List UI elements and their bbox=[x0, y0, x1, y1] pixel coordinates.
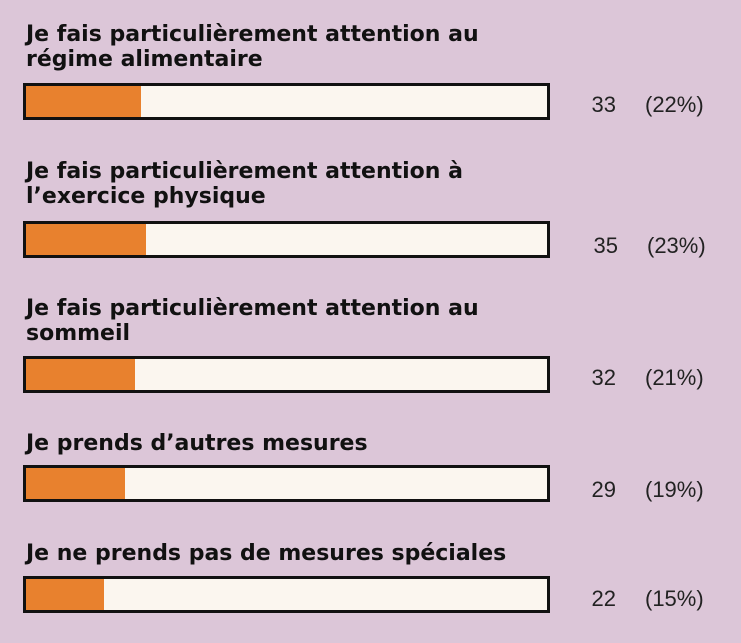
category-label: Je prends d’autres mesures bbox=[26, 431, 368, 456]
bar-fill bbox=[26, 468, 125, 499]
value-count: 22 bbox=[591, 586, 616, 611]
category-label: Je fais particulièrement attention au so… bbox=[26, 296, 479, 346]
category-label: Je ne prends pas de mesures spéciales bbox=[26, 541, 507, 566]
bar-track bbox=[23, 83, 550, 120]
value-percent: (23%) bbox=[647, 233, 706, 258]
category-label: Je fais particulièrement attention au ré… bbox=[26, 22, 479, 72]
value-count: 29 bbox=[591, 477, 616, 502]
bar-fill bbox=[26, 86, 141, 117]
bar-track bbox=[23, 221, 550, 258]
bar-fill bbox=[26, 224, 146, 255]
category-label: Je fais particulièrement attention à l’e… bbox=[26, 159, 463, 209]
bar-fill bbox=[26, 359, 136, 390]
value-percent: (22%) bbox=[645, 92, 704, 117]
value-percent: (21%) bbox=[645, 365, 704, 390]
bar-track bbox=[23, 576, 550, 613]
value-percent: (19%) bbox=[645, 477, 704, 502]
bar-track bbox=[23, 356, 550, 393]
value-percent: (15%) bbox=[645, 586, 704, 611]
bar-fill bbox=[26, 579, 105, 610]
value-count: 33 bbox=[591, 92, 616, 117]
value-count: 32 bbox=[591, 365, 616, 390]
value-count: 35 bbox=[593, 233, 618, 258]
bar-track bbox=[23, 465, 550, 502]
